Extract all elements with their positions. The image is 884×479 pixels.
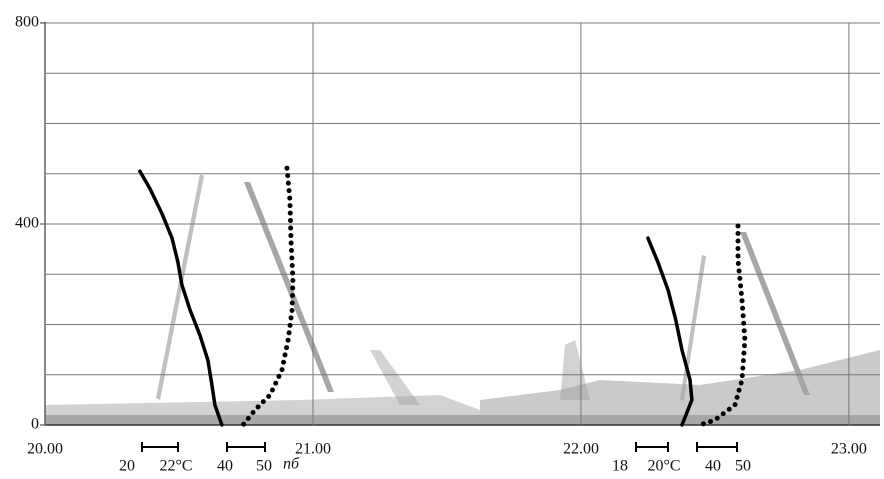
profile-line [240, 165, 296, 428]
profile-line [697, 223, 748, 428]
y-tick-label: 800 [15, 14, 39, 31]
echo-streak [740, 232, 810, 395]
scale-label: 50 [735, 458, 751, 475]
echo-streak [244, 182, 334, 392]
ground-echo [45, 415, 880, 425]
echo-streak [156, 174, 204, 400]
echo-layer [45, 395, 480, 416]
x-tick-label: 23.00 [831, 441, 867, 458]
scale-label: 50 [256, 458, 272, 475]
scale-label: 40 [705, 458, 721, 475]
scale-bars [141, 442, 738, 452]
scale-label: 20°C [647, 458, 680, 475]
scale-label: 40 [217, 458, 233, 475]
x-tick-label: 20.00 [27, 441, 63, 458]
profile-line [646, 236, 694, 427]
echo-streak [680, 255, 706, 400]
echo-texture [45, 174, 880, 425]
scale-label: 18 [612, 458, 628, 475]
echo-layer [480, 350, 880, 416]
y-tick-label: 400 [15, 215, 39, 232]
y-tick-label: 0 [31, 416, 39, 433]
x-tick-label: 22.00 [563, 441, 599, 458]
echo-streak [370, 350, 420, 405]
echo-streak [560, 340, 590, 400]
scale-label: nб [283, 456, 300, 473]
profile-line [138, 169, 224, 427]
x-tick-label: 21.00 [295, 441, 331, 458]
scale-label: 22°C [159, 458, 192, 475]
scale-label: 20 [119, 458, 135, 475]
